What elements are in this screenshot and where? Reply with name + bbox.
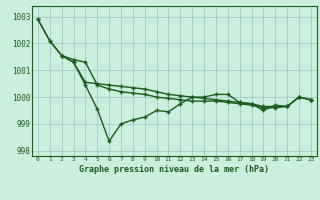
X-axis label: Graphe pression niveau de la mer (hPa): Graphe pression niveau de la mer (hPa) [79,165,269,174]
